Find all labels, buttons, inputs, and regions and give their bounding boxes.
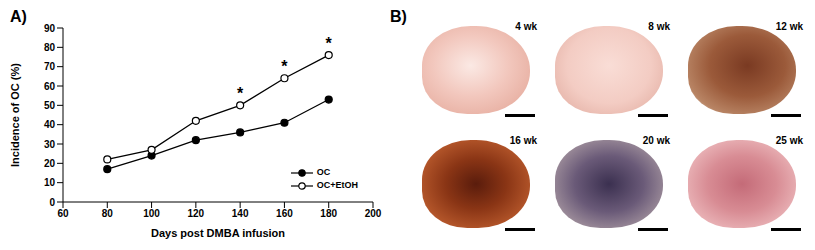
svg-text:*: * [281, 58, 288, 75]
svg-text:90: 90 [44, 23, 56, 34]
svg-text:200: 200 [365, 208, 382, 219]
html-text:B): B) [390, 8, 407, 25]
svg-text:50: 50 [44, 100, 56, 111]
html-text:25 wk: 25 wk [775, 135, 803, 146]
svg-text:30: 30 [44, 139, 56, 150]
html-text:OC+EtOH: OC+EtOH [316, 180, 358, 190]
svg-text:70: 70 [44, 61, 56, 72]
svg-text:Incidence of OC (%): Incidence of OC (%) [9, 63, 21, 167]
svg-text:120: 120 [188, 208, 205, 219]
html-text:4 wk: 4 wk [515, 21, 537, 32]
svg-text:80: 80 [102, 208, 114, 219]
svg-text:80: 80 [44, 42, 56, 53]
svg-text:100: 100 [143, 208, 160, 219]
html-text:20 wk: 20 wk [642, 135, 670, 146]
html-text:8 wk: 8 wk [648, 21, 670, 32]
html-text:OC: OC [316, 167, 331, 177]
svg-text:40: 40 [44, 119, 56, 130]
html-text:16 wk: 16 wk [509, 135, 537, 146]
svg-text:20: 20 [44, 158, 56, 169]
svg-text:160: 160 [276, 208, 293, 219]
svg-text:*: * [326, 35, 333, 52]
html-text:A): A) [10, 8, 27, 25]
svg-text:Days post DMBA infusion: Days post DMBA infusion [151, 227, 285, 239]
html-text:12 wk: 12 wk [775, 21, 803, 32]
svg-text:10: 10 [44, 177, 56, 188]
svg-text:140: 140 [232, 208, 249, 219]
svg-text:60: 60 [57, 208, 69, 219]
svg-text:180: 180 [320, 208, 337, 219]
svg-text:*: * [237, 85, 244, 102]
svg-text:0: 0 [49, 197, 55, 208]
svg-text:60: 60 [44, 81, 56, 92]
